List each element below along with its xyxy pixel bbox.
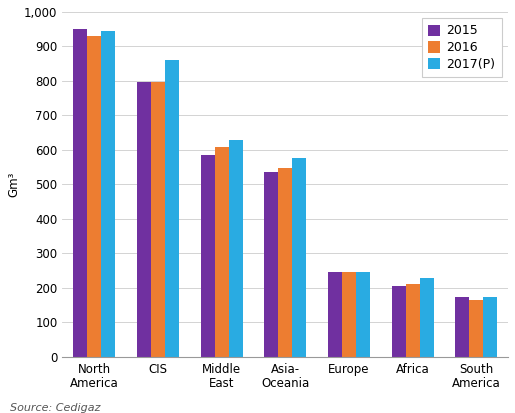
Text: Source: Cedigaz: Source: Cedigaz xyxy=(10,403,101,413)
Bar xyxy=(165,59,179,357)
Bar xyxy=(229,140,243,357)
Bar xyxy=(483,297,497,357)
Bar xyxy=(264,172,278,357)
Legend: 2015, 2016, 2017(P): 2015, 2016, 2017(P) xyxy=(422,18,502,77)
Bar xyxy=(292,157,306,357)
Bar xyxy=(356,272,370,357)
Bar xyxy=(215,147,229,357)
Bar xyxy=(101,31,115,357)
Bar xyxy=(342,272,356,357)
Bar xyxy=(137,82,151,357)
Bar xyxy=(455,297,469,357)
Bar xyxy=(420,278,434,357)
Bar xyxy=(200,155,215,357)
Bar xyxy=(151,82,165,357)
Bar xyxy=(405,284,420,357)
Y-axis label: Gm³: Gm³ xyxy=(7,172,20,197)
Bar xyxy=(328,272,342,357)
Bar xyxy=(391,286,405,357)
Bar xyxy=(73,29,87,357)
Bar xyxy=(469,300,483,357)
Bar xyxy=(278,168,292,357)
Bar xyxy=(87,36,101,357)
